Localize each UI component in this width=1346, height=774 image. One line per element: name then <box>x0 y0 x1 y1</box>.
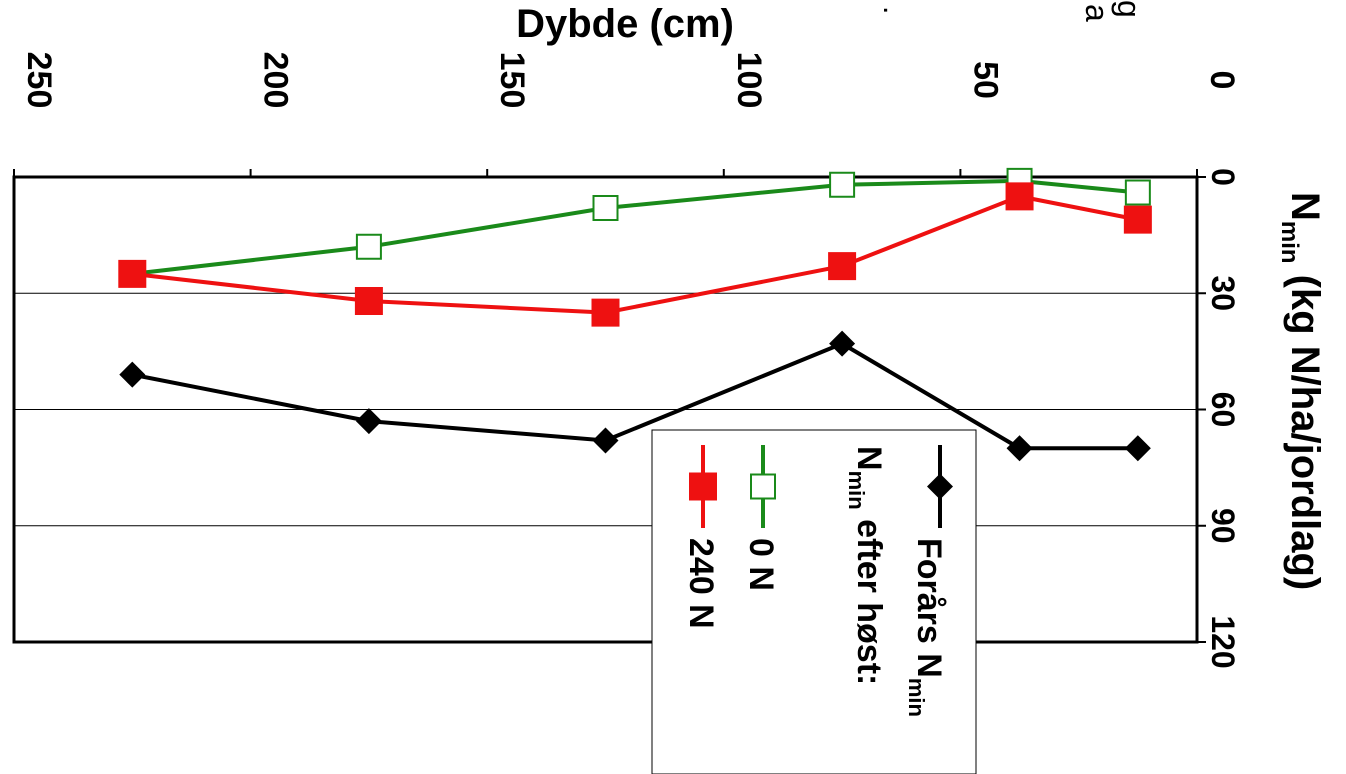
point-n240-4 <box>354 287 383 315</box>
point-n0-0 <box>1124 179 1151 206</box>
point-spring-3 <box>592 427 619 454</box>
x-axis-label: Dybde (cm) <box>516 2 734 46</box>
legend-after-rest: efter høst: <box>850 510 888 686</box>
series-n0 <box>119 167 1151 287</box>
axis-labels: Dybde (cm) Nmin (kg N/ha/jordlag) <box>516 2 1327 590</box>
series-spring <box>119 330 1151 462</box>
point-spring-4 <box>355 408 382 435</box>
series-layer <box>118 167 1152 462</box>
x-tick-label: 0 <box>1203 71 1241 90</box>
legend-label-after: Nmin efter høst: <box>844 446 888 685</box>
point-n240-2 <box>828 252 857 281</box>
legend-label-n0: 0 N <box>742 538 780 591</box>
point-spring-2 <box>829 330 856 357</box>
series-line-n0 <box>132 178 1139 276</box>
series-line-n240 <box>132 194 1139 315</box>
corner-fragment-a: . <box>877 6 910 14</box>
legend-marker-n240 <box>689 472 717 501</box>
point-n240-1 <box>1005 182 1034 211</box>
y-axis: 0 30 60 90 120 <box>1197 168 1241 669</box>
y-axis-label-rest: (kg N/ha/jordlag) <box>1283 264 1327 591</box>
x-axis: 0 50 100 150 200 250 <box>13 52 1241 177</box>
y-axis-label-n: N <box>1283 192 1327 221</box>
corner-fragment-b: g <box>1111 0 1147 18</box>
legend-marker-n0 <box>750 473 776 500</box>
x-tick-label: 50 <box>966 61 1004 99</box>
legend-marker-spring <box>927 473 953 500</box>
y-tick-label: 60 <box>1205 392 1241 428</box>
point-spring-0 <box>1124 435 1151 462</box>
series-n240 <box>118 182 1152 327</box>
legend-after-n: N <box>850 446 888 471</box>
corner-fragment-c: a <box>1079 4 1115 22</box>
point-n0-3 <box>592 195 619 221</box>
point-n240-0 <box>1123 205 1152 234</box>
point-n240-5 <box>118 259 147 288</box>
series-line-spring <box>131 341 1138 451</box>
x-tick-label: 150 <box>493 52 531 109</box>
legend-label-spring: Forårs Nmin <box>904 538 948 717</box>
y-tick-label: 120 <box>1205 615 1241 668</box>
y-axis-label-sub: min <box>1276 221 1303 264</box>
point-n0-4 <box>355 233 382 260</box>
legend-spring-sub: min <box>904 678 929 717</box>
x-tick-label: 200 <box>257 52 295 109</box>
legend-after-sub: min <box>844 471 869 510</box>
y-tick-label: 30 <box>1205 275 1241 311</box>
legend-label-n240: 240 N <box>682 538 720 629</box>
point-n240-3 <box>591 298 620 327</box>
gridlines <box>14 292 1197 527</box>
point-n0-2 <box>829 171 856 198</box>
y-axis-label: Nmin (kg N/ha/jordlag) <box>1276 192 1327 590</box>
y-tick-label: 90 <box>1205 508 1241 544</box>
point-spring-5 <box>119 361 146 388</box>
x-tick-label: 250 <box>20 52 58 109</box>
legend-spring-text: Forårs N <box>910 538 948 678</box>
y-tick-label: 0 <box>1205 168 1241 186</box>
x-tick-label: 100 <box>730 52 768 109</box>
corner-fragments: . ga <box>877 0 1147 22</box>
point-spring-1 <box>1006 435 1033 462</box>
